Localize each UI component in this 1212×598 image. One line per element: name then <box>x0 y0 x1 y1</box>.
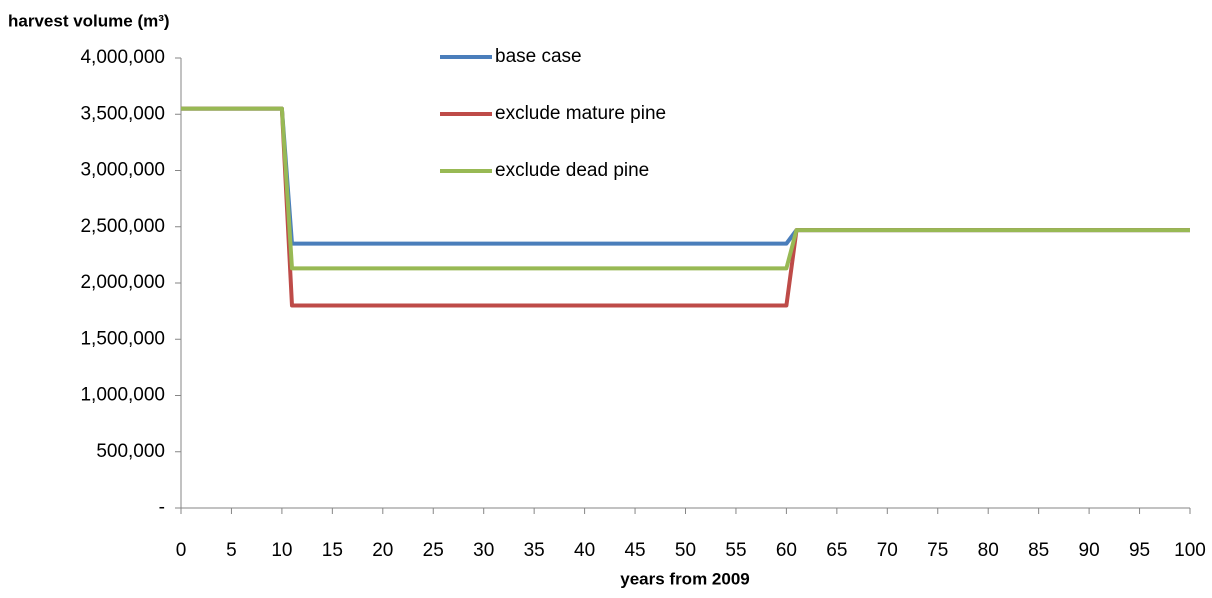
x-tick-label: 10 <box>271 540 292 561</box>
y-tick-label: 4,000,000 <box>80 47 165 68</box>
x-tick-label: 35 <box>524 540 545 561</box>
x-tick-label: 100 <box>1174 540 1206 561</box>
x-tick-label: 65 <box>826 540 847 561</box>
y-tick-label: 3,500,000 <box>80 103 165 124</box>
series-line <box>181 106 1190 246</box>
x-tick-label: 85 <box>1028 540 1049 561</box>
x-tick-label: 70 <box>877 540 898 561</box>
x-tick-label: 80 <box>978 540 999 561</box>
x-tick-label: 20 <box>372 540 393 561</box>
series-line <box>181 106 1190 271</box>
legend-label: exclude mature pine <box>495 103 666 124</box>
x-tick-label: 90 <box>1079 540 1100 561</box>
x-tick-label: 45 <box>624 540 645 561</box>
y-tick-label: 2,500,000 <box>80 216 165 237</box>
x-tick-label: 25 <box>423 540 444 561</box>
x-tick-label: 55 <box>725 540 746 561</box>
y-tick-label: 3,000,000 <box>80 160 165 181</box>
x-tick-label: 15 <box>322 540 343 561</box>
y-tick-label: - <box>159 497 165 518</box>
x-tick-label: 75 <box>927 540 948 561</box>
x-tick-label: 95 <box>1129 540 1150 561</box>
legend-label: base case <box>495 46 582 67</box>
y-axis-title: harvest volume (m³) <box>8 11 170 30</box>
legend-label: exclude dead pine <box>495 160 649 181</box>
x-axis-title: years from 2009 <box>620 569 749 588</box>
x-tick-label: 60 <box>776 540 797 561</box>
y-tick-label: 1,000,000 <box>80 385 165 406</box>
x-tick-label: 40 <box>574 540 595 561</box>
x-tick-label: 50 <box>675 540 696 561</box>
y-tick-label: 500,000 <box>96 441 165 462</box>
x-tick-label: 5 <box>226 540 237 561</box>
x-tick-label: 30 <box>473 540 494 561</box>
x-tick-label: 0 <box>176 540 187 561</box>
series-line <box>181 106 1190 308</box>
y-tick-label: 1,500,000 <box>80 328 165 349</box>
y-tick-label: 2,000,000 <box>80 272 165 293</box>
